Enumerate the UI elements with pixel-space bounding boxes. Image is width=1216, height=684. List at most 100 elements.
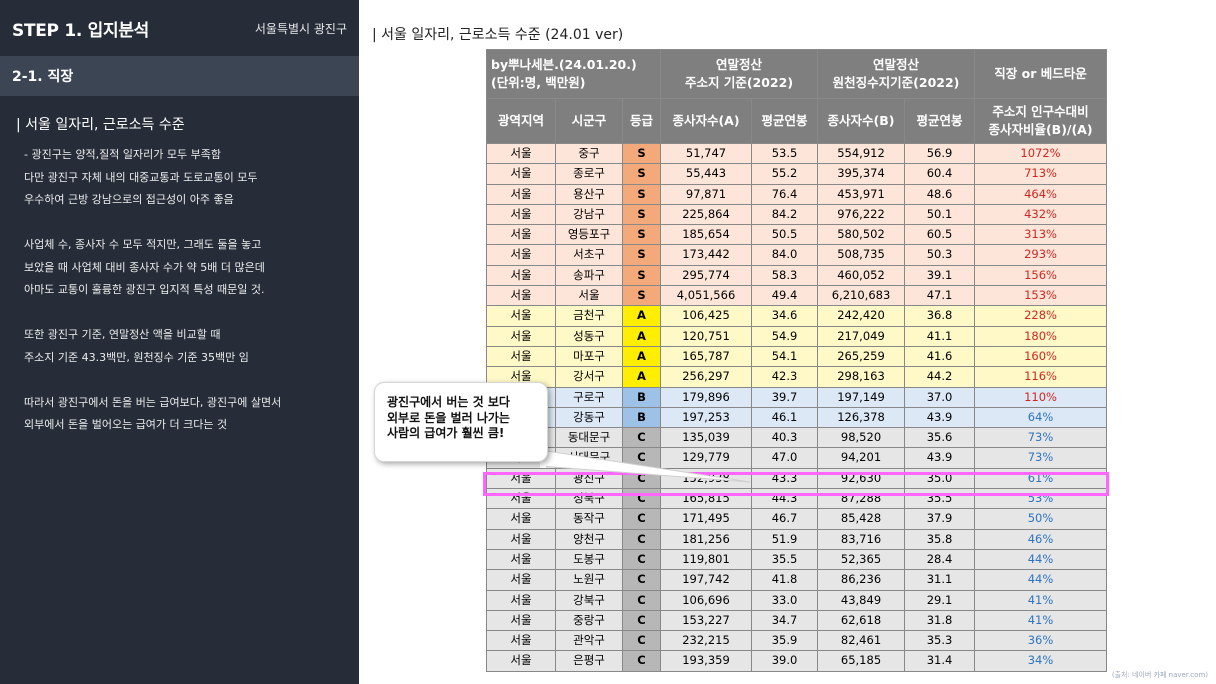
cell-area: 서울 <box>486 325 556 347</box>
cell-district: 강남구 <box>555 203 623 226</box>
cell-area: 서울 <box>486 528 556 550</box>
cell-grade: C <box>622 609 661 632</box>
table-row: 서울 서울 S 4,051,566 49.4 6,210,683 47.1 153% <box>486 285 1108 307</box>
table-row: 서울 강서구 A 256,297 42.3 298,163 44.2 116% <box>486 366 1108 388</box>
cell-workers-a: 197,253 <box>660 406 752 429</box>
table-row: 서울 강북구 C 106,696 33.0 43,849 29.1 41% <box>486 589 1108 611</box>
cell-avg-salary-withholding: 60.4 <box>904 163 976 185</box>
cell-ratio: 73% <box>974 427 1108 449</box>
cell-avg-salary-address: 39.7 <box>750 386 819 408</box>
col-grade: 등급 <box>622 98 661 144</box>
cell-area: 서울 <box>486 569 556 591</box>
cell-workers-a: 129,779 <box>660 447 752 469</box>
cell-avg-salary-address: 46.7 <box>750 508 819 530</box>
cell-avg-salary-address: 54.1 <box>750 345 819 368</box>
col-workers-a: 종사자수(A) <box>660 98 752 144</box>
cell-ratio: 293% <box>974 244 1108 266</box>
cell-workers-b: 85,428 <box>817 508 906 530</box>
section-heading: 2-1. 직장 <box>0 56 359 96</box>
cell-grade: C <box>622 630 661 652</box>
cell-district: 은평구 <box>555 650 623 672</box>
cell-avg-salary-address: 44.3 <box>750 488 819 510</box>
callout-bubble: 광진구에서 버는 것 보다 외부로 돈을 벌러 나가는 사람의 급여가 훨씬 큼… <box>374 382 548 462</box>
cell-district: 관악구 <box>555 630 623 652</box>
cell-workers-a: 295,774 <box>660 264 752 287</box>
cell-workers-a: 197,742 <box>660 569 752 591</box>
table-header-sub: 광역지역 시군구 등급 종사자수(A) 평균연봉 종사자수(B) 평균연봉 주소… <box>486 98 1108 144</box>
cell-district: 강동구 <box>555 406 623 429</box>
sidebar-text-line: 주소지 기준 43.3백만, 원천징수 기준 35백만 임 <box>24 350 249 364</box>
cell-district: 중구 <box>555 142 623 165</box>
cell-workers-a: 256,297 <box>660 366 752 388</box>
cell-workers-a: 185,654 <box>660 224 752 246</box>
cell-workers-b: 87,288 <box>817 488 906 510</box>
cell-district: 강북구 <box>555 589 623 611</box>
cell-grade: A <box>622 325 661 347</box>
cell-workers-b: 197,149 <box>817 386 906 408</box>
cell-ratio: 73% <box>974 447 1108 469</box>
cell-avg-salary-withholding: 44.2 <box>904 366 976 388</box>
cell-area: 서울 <box>486 508 556 530</box>
sidebar-text-line: 다만 광진구 자체 내의 대중교통과 도로교통이 모두 <box>24 170 258 184</box>
cell-district: 구로구 <box>555 386 623 408</box>
cell-avg-salary-withholding: 60.5 <box>904 224 976 246</box>
table-row: 서울 노원구 C 197,742 41.8 86,236 31.1 44% <box>486 569 1108 591</box>
table-row: 서울 강남구 S 225,864 84.2 976,222 50.1 432% <box>486 203 1108 226</box>
header-source: by뿌나세븐.(24.01.20.) <box>491 57 637 72</box>
cell-ratio: 34% <box>974 650 1108 672</box>
main-title: | 서울 일자리, 근로소득 수준 (24.01 ver) <box>372 27 624 43</box>
cell-workers-b: 242,420 <box>817 305 906 327</box>
cell-ratio: 64% <box>974 406 1108 429</box>
cell-area: 서울 <box>486 345 556 368</box>
cell-avg-salary-address: 43.3 <box>750 467 819 490</box>
cell-grade: C <box>622 650 661 672</box>
cell-workers-b: 65,185 <box>817 650 906 672</box>
cell-area: 서울 <box>486 589 556 611</box>
cell-ratio: 116% <box>974 366 1108 388</box>
cell-avg-salary-withholding: 37.0 <box>904 386 976 408</box>
cell-avg-salary-address: 84.0 <box>750 244 819 266</box>
cell-avg-salary-withholding: 29.1 <box>904 589 976 611</box>
cell-workers-b: 460,052 <box>817 264 906 287</box>
sidebar-text-line: 아마도 교통이 훌륭한 광진구 입지적 특성 때문일 것. <box>24 283 265 296</box>
cell-district: 성북구 <box>555 488 623 510</box>
cell-district: 중랑구 <box>555 609 623 632</box>
cell-grade: A <box>622 345 661 368</box>
cell-grade: S <box>622 183 661 205</box>
cell-workers-b: 217,049 <box>817 325 906 347</box>
header-group-withholding-line1: 연말정산 <box>873 57 920 72</box>
sidebar-text-line: 사업체 수, 종사자 수 모두 적지만, 그래도 둘을 놓고 <box>24 238 262 251</box>
cell-avg-salary-address: 47.0 <box>750 447 819 469</box>
cell-area: 서울 <box>486 183 556 205</box>
cell-grade: C <box>622 427 661 449</box>
sidebar-text-line: 보았을 때 사업체 대비 종사자 수가 약 5배 더 많은데 <box>24 260 265 274</box>
cell-ratio: 432% <box>974 203 1108 226</box>
col-area: 광역지역 <box>486 98 556 144</box>
table-row: 서울 영등포구 S 185,654 50.5 580,502 60.5 313% <box>486 224 1108 246</box>
cell-avg-salary-address: 49.4 <box>750 285 819 307</box>
cell-avg-salary-withholding: 41.1 <box>904 325 976 347</box>
cell-grade: C <box>622 508 661 530</box>
source-credit: (출처: 네이버 카페 naver.com) <box>1111 671 1208 679</box>
callout-line-2: 외부로 돈을 벌러 나가는 <box>387 410 510 425</box>
cell-avg-salary-withholding: 35.5 <box>904 488 976 510</box>
cell-avg-salary-address: 41.8 <box>750 569 819 591</box>
cell-area: 서울 <box>486 650 556 672</box>
cell-grade: S <box>622 264 661 287</box>
cell-ratio: 160% <box>974 345 1108 368</box>
cell-district: 서대문구 <box>555 447 623 469</box>
table-row: 서울 은평구 C 193,359 39.0 65,185 31.4 34% <box>486 650 1108 672</box>
cell-avg-salary-withholding: 35.0 <box>904 467 976 490</box>
sidebar: STEP 1. 입지분석 서울특별시 광진구 2-1. 직장 | 서울 일자리,… <box>0 0 359 684</box>
cell-workers-b: 94,201 <box>817 447 906 469</box>
cell-grade: C <box>622 488 661 510</box>
cell-workers-b: 92,630 <box>817 467 906 490</box>
cell-area: 서울 <box>486 224 556 246</box>
cell-grade: A <box>622 366 661 388</box>
header-group-address-line2: 주소지 기준(2022) <box>684 75 794 90</box>
cell-avg-salary-withholding: 31.8 <box>904 609 976 632</box>
cell-avg-salary-address: 50.5 <box>750 224 819 246</box>
cell-ratio: 156% <box>974 264 1108 287</box>
